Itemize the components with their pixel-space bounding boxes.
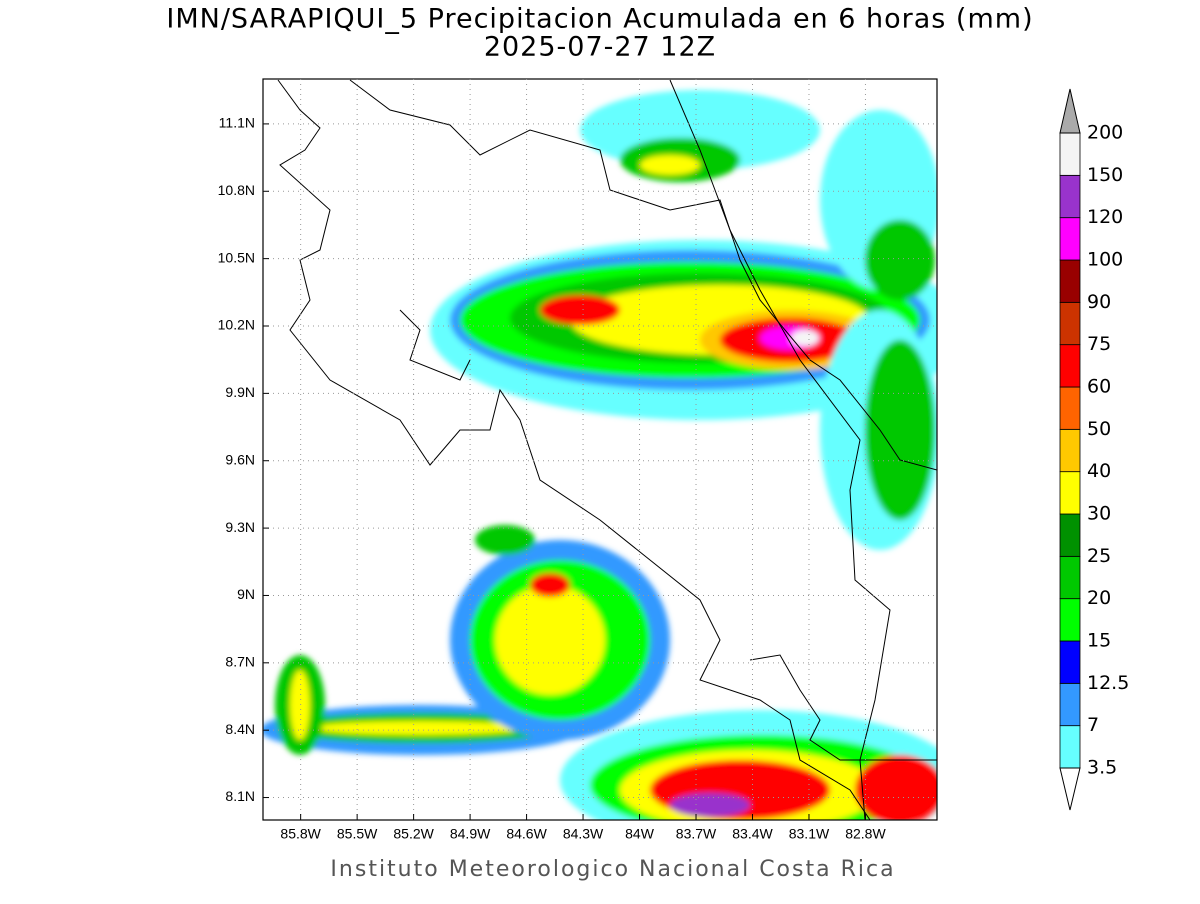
x-tick-label: 84.3W <box>563 826 604 842</box>
x-tick-label: 84.9W <box>450 826 491 842</box>
colorbar-label: 75 <box>1087 333 1111 355</box>
subtitle: 2025-07-27 12Z <box>484 32 716 63</box>
y-tick-label: 10.8N <box>218 182 255 198</box>
y-tick-label: 9.6N <box>225 451 255 467</box>
colorbar-label: 7 <box>1087 714 1099 736</box>
colorbar-label: 20 <box>1087 587 1111 609</box>
y-tick-label: 8.4N <box>225 721 255 737</box>
colorbar-segment <box>1059 174 1081 219</box>
x-tick-label: 85.2W <box>393 826 434 842</box>
colorbar-under <box>1059 767 1081 811</box>
y-tick-label: 8.7N <box>225 654 255 670</box>
colorbar-segment <box>1059 217 1081 261</box>
colorbar-segment <box>1059 513 1081 557</box>
colorbar-over <box>1059 88 1081 134</box>
colorbar-segment <box>1059 640 1081 684</box>
y-tick-label: 10.5N <box>218 249 255 265</box>
colorbar-label: 15 <box>1087 630 1111 652</box>
colorbar-label: 40 <box>1087 460 1111 482</box>
title: IMN/SARAPIQUI_5 Precipitacion Acumulada … <box>166 4 1033 35</box>
x-tick-label: 83.1W <box>789 826 830 842</box>
colorbar-label: 100 <box>1087 249 1123 271</box>
colorbar-label: 12.5 <box>1087 672 1129 694</box>
precip-field <box>263 90 937 820</box>
colorbar-segment <box>1059 301 1081 346</box>
colorbar-label: 50 <box>1087 418 1111 440</box>
band-north <box>430 90 937 550</box>
colorbar-segment <box>1059 344 1081 388</box>
x-tick-label: 83.7W <box>676 826 717 842</box>
y-tick-label: 8.1N <box>225 788 255 804</box>
colorbar-segment <box>1059 725 1081 769</box>
colorbar-segment <box>1059 598 1081 642</box>
caribbean-coast <box>669 79 891 820</box>
x-tick-label: 82.8W <box>845 826 886 842</box>
colorbar-label: 90 <box>1087 291 1111 313</box>
colorbar-label: 3.5 <box>1087 757 1117 779</box>
y-tick-label: 10.2N <box>218 317 255 333</box>
nicaragua-border <box>349 79 937 471</box>
x-tick-label: 84.6W <box>506 826 547 842</box>
colorbar-segment <box>1059 682 1081 727</box>
colorbar-label: 60 <box>1087 376 1111 398</box>
band-south <box>263 525 937 820</box>
footer: Instituto Meteorologico Nacional Costa R… <box>330 857 895 882</box>
colorbar-segment <box>1059 428 1081 473</box>
map-frame <box>262 78 938 821</box>
x-tick-label: 85.5W <box>337 826 378 842</box>
colorbar-label: 200 <box>1087 122 1123 144</box>
colorbar-label: 150 <box>1087 164 1123 186</box>
colorbar-segment <box>1059 386 1081 430</box>
nicoya-gulf <box>399 309 471 381</box>
y-tick-label: 9.3N <box>225 519 255 535</box>
panama-border <box>749 654 937 761</box>
pacific-coast <box>277 79 871 820</box>
colorbar-segment <box>1059 259 1081 303</box>
x-tick-label: 85.8W <box>280 826 321 842</box>
coastline <box>277 79 937 820</box>
y-tick-label: 9.9N <box>225 384 255 400</box>
colorbar-segment <box>1059 555 1081 600</box>
colorbar-segment <box>1059 132 1081 176</box>
y-tick-label: 11.1N <box>219 115 255 131</box>
colorbar-label: 120 <box>1087 206 1123 228</box>
colorbar-label: 30 <box>1087 503 1111 525</box>
colorbar-segment <box>1059 471 1081 515</box>
y-tick-label: 9N <box>237 586 255 602</box>
colorbar-label: 25 <box>1087 545 1111 567</box>
x-tick-label: 84W <box>625 826 655 842</box>
x-tick-label: 83.4W <box>732 826 773 842</box>
